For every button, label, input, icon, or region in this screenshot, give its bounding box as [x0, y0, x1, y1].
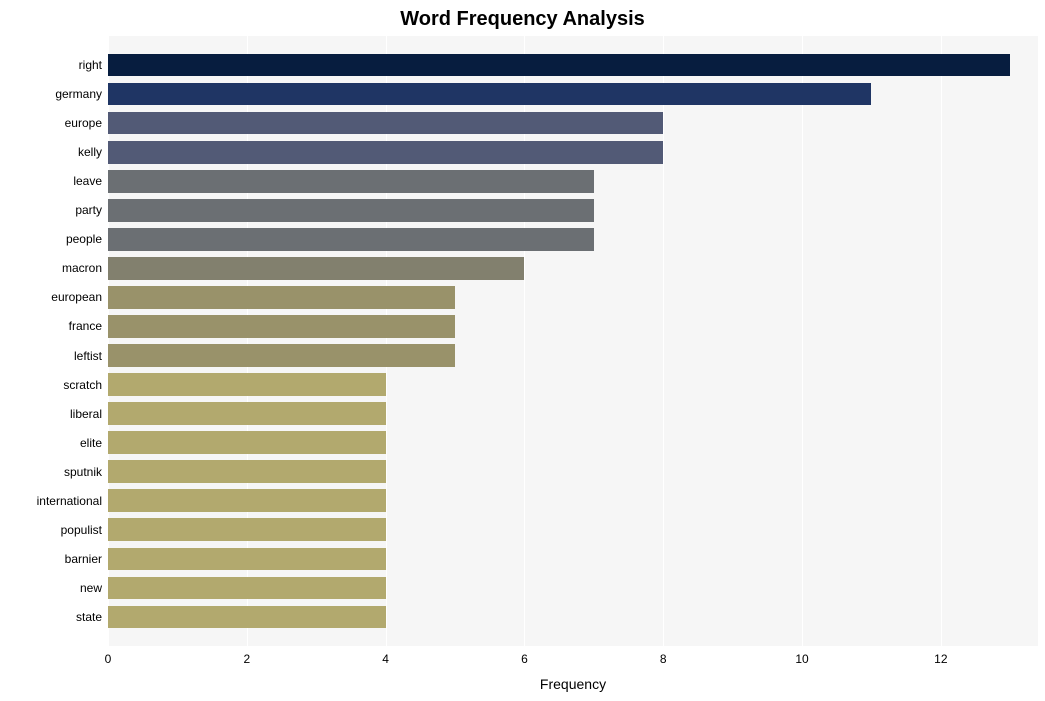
- bar: [108, 373, 386, 396]
- bar: [108, 606, 386, 629]
- x-tick-label: 10: [795, 652, 808, 666]
- y-tick-label: new: [80, 581, 102, 595]
- bar: [108, 489, 386, 512]
- bar: [108, 170, 594, 193]
- y-tick-label: european: [51, 290, 102, 304]
- y-tick-label: scratch: [63, 378, 102, 392]
- x-tick-label: 4: [382, 652, 389, 666]
- bar: [108, 257, 524, 280]
- bar: [108, 315, 455, 338]
- x-tick-label: 0: [105, 652, 112, 666]
- bar: [108, 402, 386, 425]
- y-tick-label: state: [76, 610, 102, 624]
- bar: [108, 431, 386, 454]
- y-tick-label: elite: [80, 436, 102, 450]
- y-tick-label: international: [37, 494, 102, 508]
- grid-line: [663, 36, 664, 646]
- y-tick-label: leftist: [74, 349, 102, 363]
- x-tick-label: 12: [934, 652, 947, 666]
- y-tick-label: liberal: [70, 407, 102, 421]
- x-tick-label: 6: [521, 652, 528, 666]
- chart-title: Word Frequency Analysis: [0, 8, 1045, 31]
- bar: [108, 199, 594, 222]
- bar: [108, 518, 386, 541]
- y-tick-label: germany: [55, 87, 102, 101]
- y-tick-label: party: [75, 203, 102, 217]
- grid-line: [802, 36, 803, 646]
- bar: [108, 54, 1010, 77]
- bar: [108, 577, 386, 600]
- y-tick-label: europe: [65, 116, 102, 130]
- plot-area: Frequency 024681012rightgermanyeuropekel…: [108, 36, 1038, 646]
- bar: [108, 228, 594, 251]
- y-tick-label: barnier: [65, 552, 102, 566]
- x-axis-label: Frequency: [540, 676, 606, 692]
- y-tick-label: right: [79, 58, 102, 72]
- bar: [108, 344, 455, 367]
- y-tick-label: france: [69, 319, 102, 333]
- y-tick-label: leave: [73, 174, 102, 188]
- y-tick-label: people: [66, 232, 102, 246]
- bar: [108, 548, 386, 571]
- y-tick-label: populist: [61, 523, 102, 537]
- bar: [108, 286, 455, 309]
- x-tick-label: 8: [660, 652, 667, 666]
- bar: [108, 83, 871, 106]
- y-tick-label: macron: [62, 261, 102, 275]
- y-tick-label: kelly: [78, 145, 102, 159]
- y-tick-label: sputnik: [64, 465, 102, 479]
- bar: [108, 141, 663, 164]
- bar: [108, 460, 386, 483]
- bar: [108, 112, 663, 135]
- chart-container: Word Frequency Analysis Frequency 024681…: [0, 0, 1045, 701]
- grid-line: [941, 36, 942, 646]
- x-tick-label: 2: [243, 652, 250, 666]
